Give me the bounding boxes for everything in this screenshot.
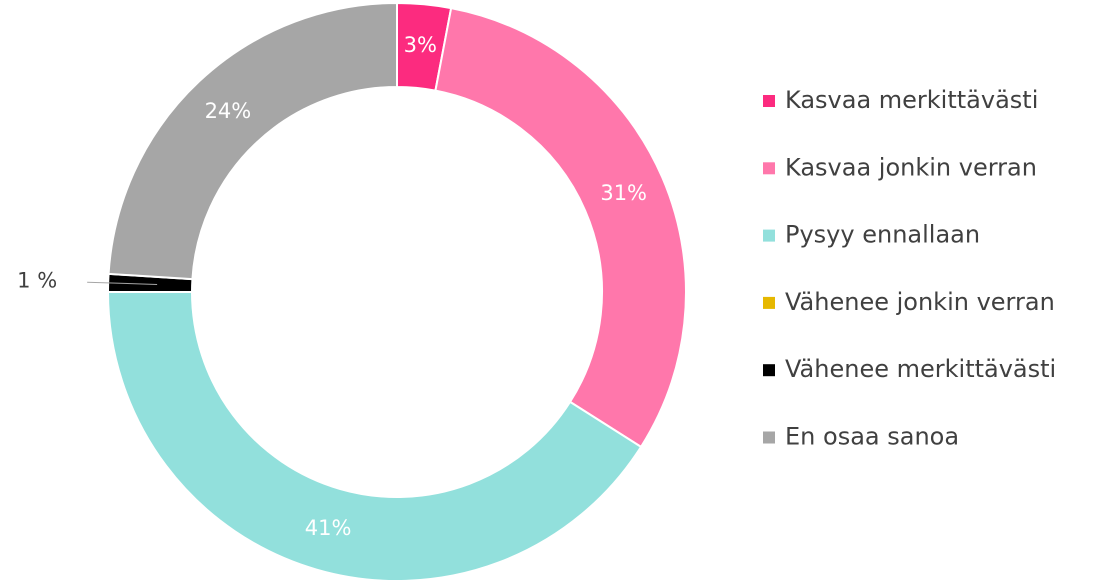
legend-swatch [763,162,775,175]
donut-slice [106,291,643,582]
legend-label: Vähenee jonkin verran [785,288,1055,316]
legend-label: En osaa sanoa [785,423,959,451]
legend-label: Pysyy ennallaan [785,221,980,249]
legend-swatch [763,431,775,444]
donut-slice [434,6,687,449]
donut-slice [107,1,398,281]
legend-swatch [763,95,775,107]
legend-label: Vähenee merkittävästi [785,355,1056,383]
data-label: 41% [305,516,352,540]
legend-swatch [763,229,775,242]
legend-swatch [763,364,775,377]
legend-label: Kasvaa merkittävästi [785,86,1038,114]
legend-label: Kasvaa jonkin verran [785,153,1037,181]
data-label: 24% [205,99,252,123]
data-label: 31% [600,181,647,205]
data-label: 1 % [17,268,57,292]
data-label: 3% [404,33,437,57]
legend-swatch [763,296,775,309]
leader-line [87,281,158,285]
